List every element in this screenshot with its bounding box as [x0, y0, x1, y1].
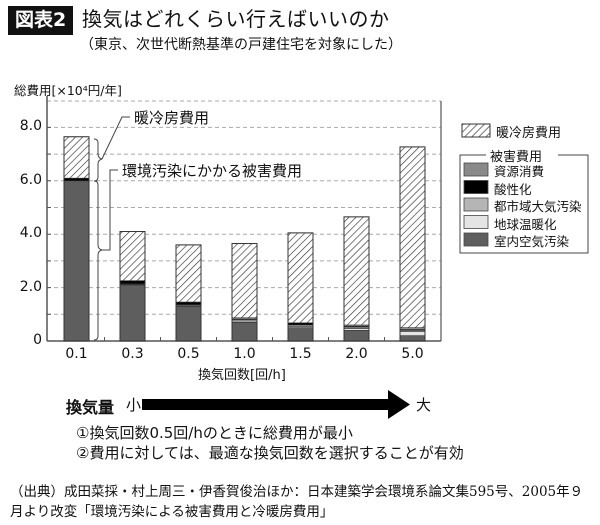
annotation-heating-cost: 暖冷房費用: [134, 109, 210, 127]
legend-swatches: [463, 162, 489, 247]
bar-1.5: [287, 232, 314, 342]
y-tick-label: 2.0: [19, 278, 42, 295]
legend-swatch: [463, 197, 489, 212]
legend-swatch: [463, 162, 489, 177]
y-tick-label: 6.0: [19, 171, 42, 188]
legend-item-label: 室内空気汚染: [494, 234, 570, 249]
y-tick-label: 4.0: [19, 225, 42, 242]
legend-swatch-heating: [461, 123, 491, 138]
legend-item-label: 都市域大気汚染: [494, 199, 582, 214]
bar-5.0: [399, 146, 426, 342]
x-tick-label: 1.0: [233, 346, 256, 362]
source-line-2: 月より改変「環境汚染による被害費用と冷暖房費用」: [10, 504, 334, 520]
x-axis-label: 換気回数[回/h]: [198, 368, 286, 383]
volume-arrow-shaft: [142, 399, 390, 410]
volume-arrow-head-icon: [388, 390, 410, 419]
legend-label-heating: 暖冷房費用: [496, 126, 562, 141]
chart-title: 換気はどれくらい行えばいいのか: [82, 7, 390, 31]
heating-bracket: [93, 138, 103, 182]
legend-swatch: [463, 215, 489, 229]
tick-marks: [47, 126, 385, 342]
volume-small-label: 小: [126, 396, 142, 414]
volume-label: 換気量: [66, 398, 115, 417]
x-tick-label: 2.0: [345, 346, 368, 362]
x-tick-label: 0.5: [177, 346, 200, 362]
legend-item-label: 資源消費: [494, 164, 545, 179]
y-tick-label: 0: [33, 332, 42, 348]
figure-badge: 図表2: [8, 6, 74, 35]
legend-swatch: [463, 180, 489, 194]
x-tick-label: 0.1: [65, 346, 88, 362]
y-axis-label: 総費用[×10⁴円/年]: [14, 83, 122, 98]
source-line-1: （出典）成田菜採・村上周三・伊香賀俊治ほか：日本建築学会環境系論文集595号、2…: [10, 484, 584, 500]
note-2: ②費用に対しては、最適な換気回数を選択することが有効: [76, 444, 464, 462]
damage-leader-line: [102, 169, 118, 251]
damage-bracket: [93, 180, 103, 341]
note-1: ①換気回数0.5回/hのときに総費用が最小: [76, 424, 353, 442]
legend-item-label: 地球温暖化: [494, 216, 557, 232]
bar-0.5: [175, 244, 202, 342]
x-tick-label: 0.3: [121, 346, 144, 362]
bar-1.0: [231, 243, 258, 342]
legend-item-label: 酸性化: [494, 181, 532, 197]
bars: [63, 136, 426, 342]
x-tick-label: 1.5: [289, 346, 312, 362]
heating-leader-line: [101, 116, 130, 160]
annotation-damage-cost: 環境汚染にかかる被害費用: [122, 162, 303, 180]
bar-0.3: [119, 231, 146, 342]
x-tick-label: 5.0: [401, 346, 424, 362]
legend-swatch: [463, 232, 489, 247]
y-tick-label: 8.0: [19, 118, 42, 135]
bar-0.1: [63, 136, 90, 342]
chart-subtitle: （東京、次世代断熱基準の戸建住宅を対象にした）: [80, 37, 402, 53]
volume-large-label: 大: [416, 396, 432, 414]
legend-group-title: 被害費用: [490, 150, 543, 165]
bar-2.0: [343, 216, 370, 342]
